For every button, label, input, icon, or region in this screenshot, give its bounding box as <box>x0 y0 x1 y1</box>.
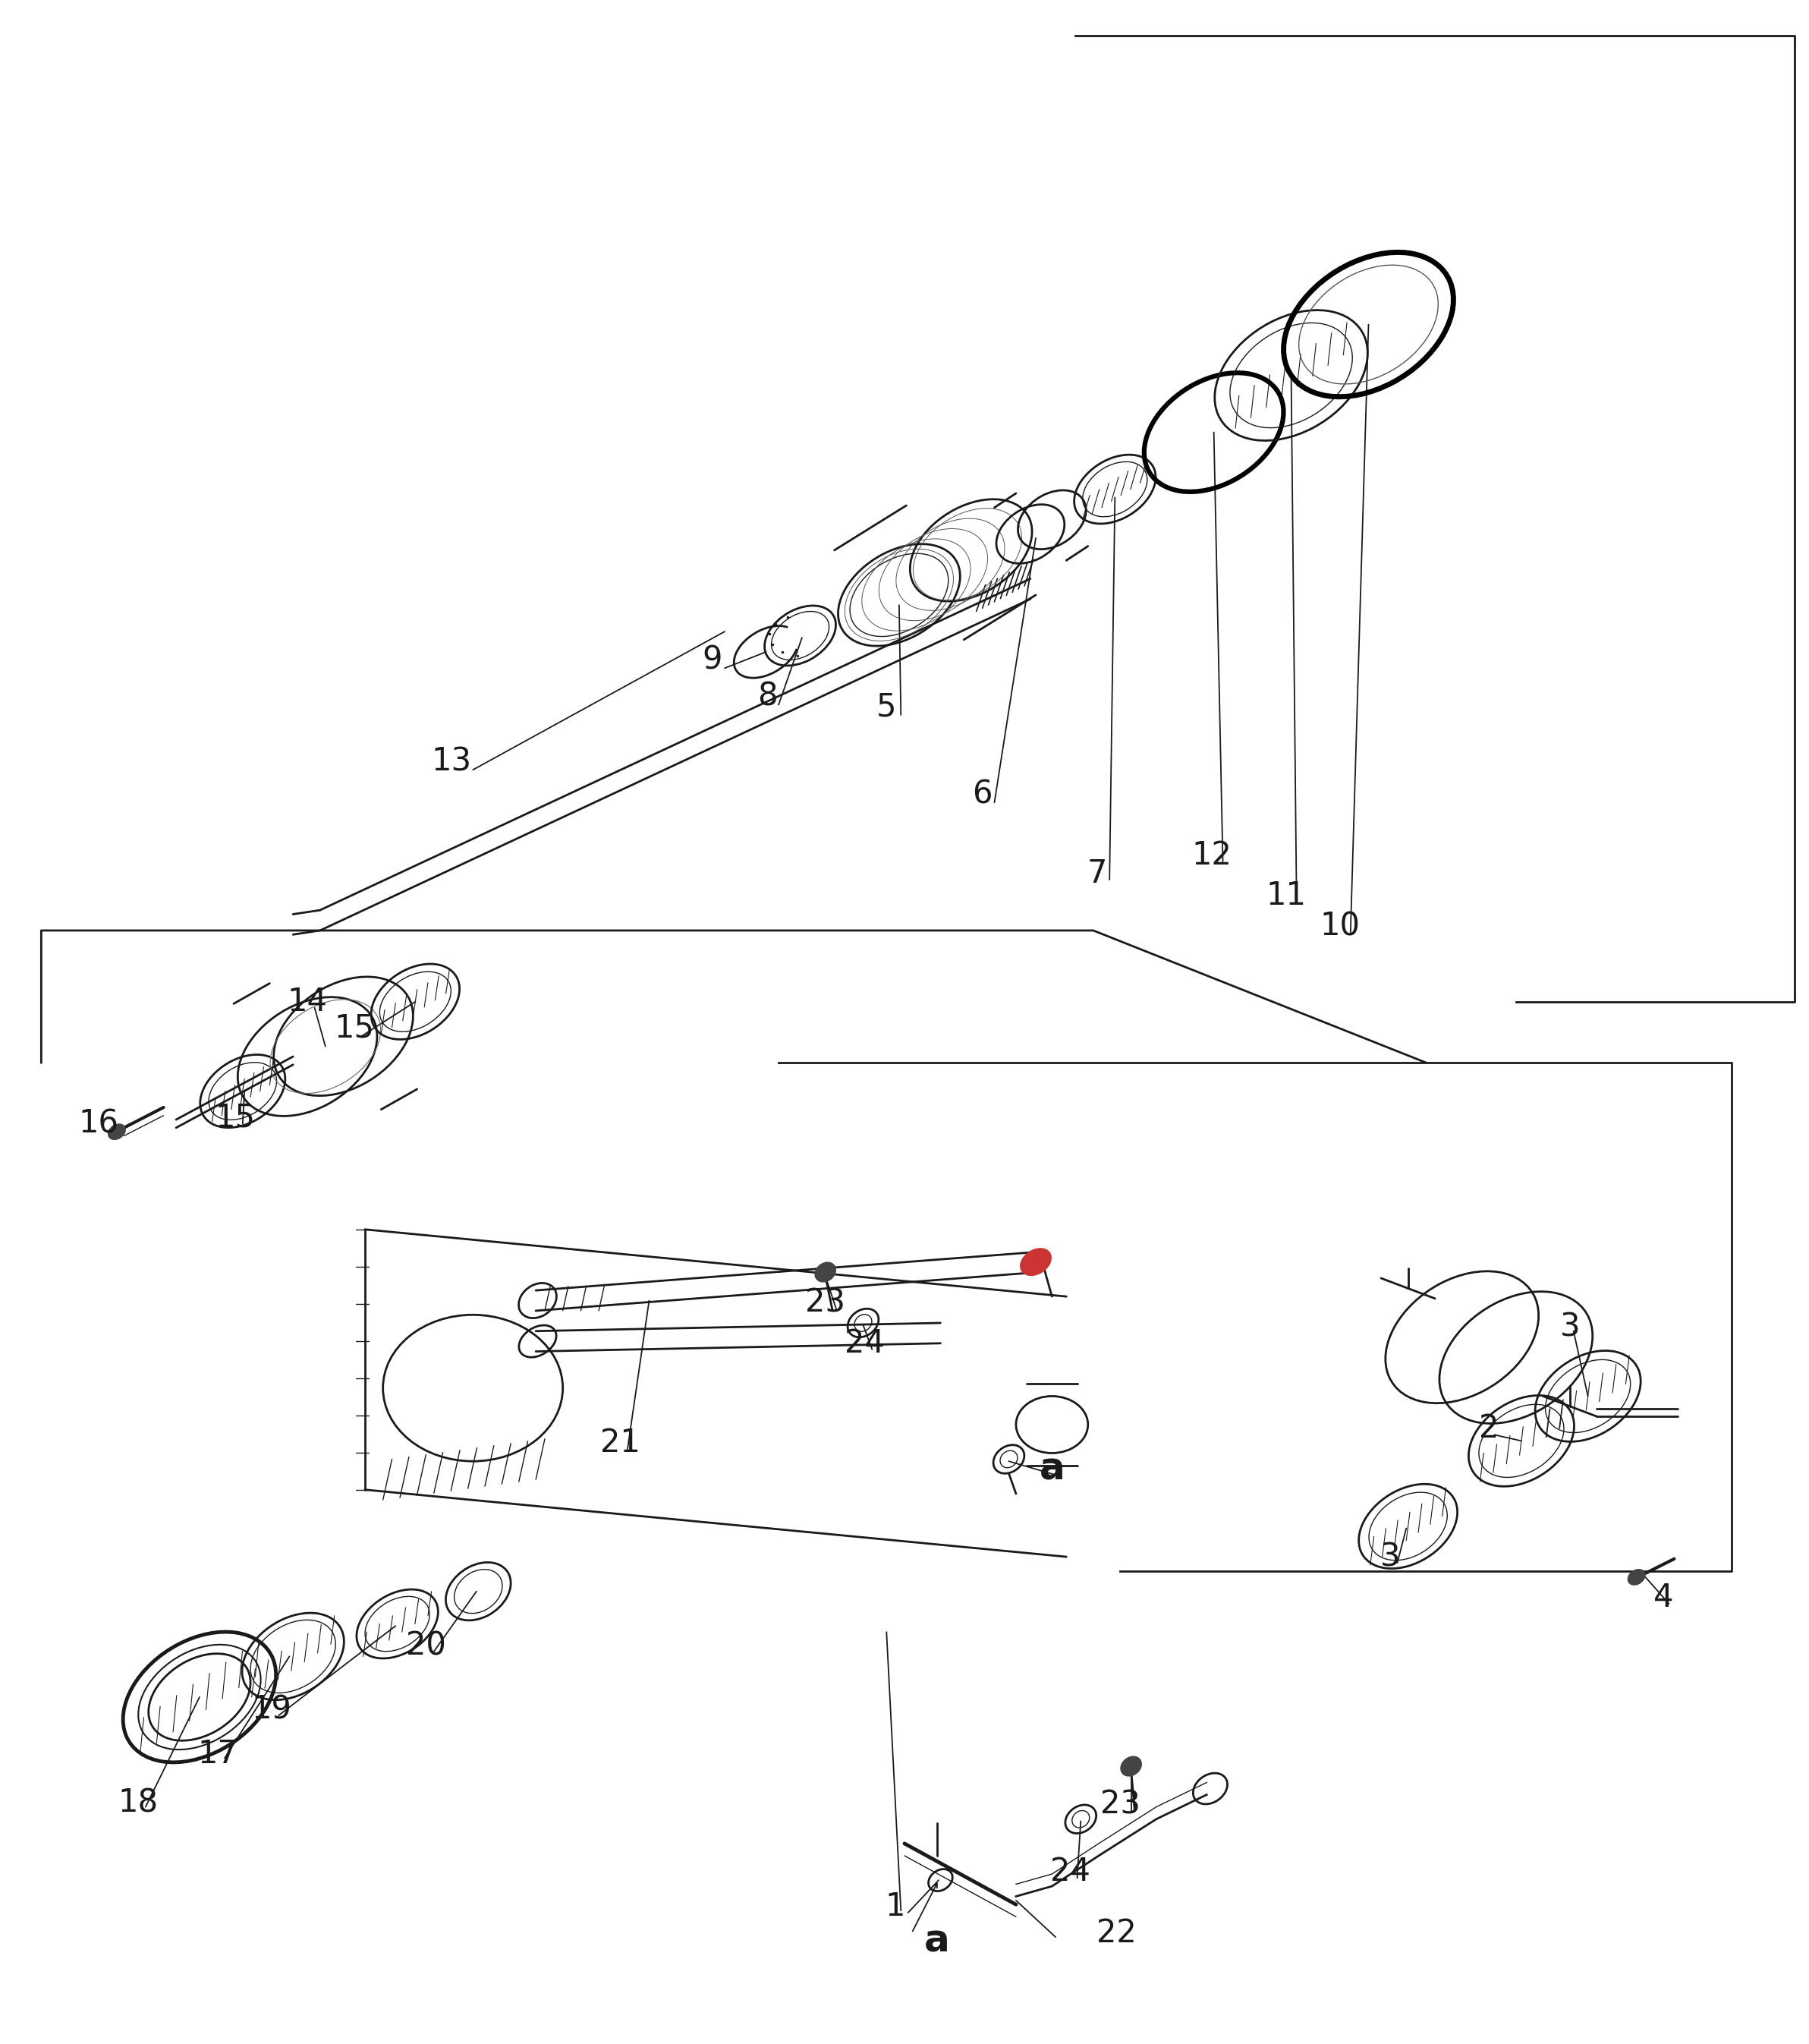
Text: 6: 6 <box>971 779 991 809</box>
Text: a: a <box>924 1923 950 1960</box>
Ellipse shape <box>1628 1570 1644 1584</box>
Text: 2: 2 <box>1480 1412 1500 1445</box>
Text: 14: 14 <box>288 985 327 1018</box>
Text: 20: 20 <box>405 1631 447 1662</box>
Text: 21: 21 <box>601 1427 640 1459</box>
Text: 3: 3 <box>1559 1310 1579 1343</box>
Text: 18: 18 <box>118 1786 159 1819</box>
Text: 7: 7 <box>1087 858 1107 889</box>
Text: 22: 22 <box>1096 1917 1136 1948</box>
Text: 16: 16 <box>78 1108 119 1141</box>
Text: 15: 15 <box>215 1102 255 1134</box>
Text: 3: 3 <box>1380 1541 1400 1572</box>
Text: 10: 10 <box>1319 910 1360 942</box>
Text: 23: 23 <box>1100 1788 1140 1821</box>
Text: 4: 4 <box>1653 1582 1673 1613</box>
Text: 12: 12 <box>1192 840 1232 871</box>
Text: 13: 13 <box>431 746 472 777</box>
Ellipse shape <box>1122 1756 1141 1776</box>
Ellipse shape <box>109 1124 125 1141</box>
Ellipse shape <box>1020 1249 1051 1275</box>
Text: 15: 15 <box>335 1012 374 1044</box>
Text: 17: 17 <box>197 1737 237 1770</box>
Text: 24: 24 <box>845 1327 885 1359</box>
Text: 8: 8 <box>758 681 778 713</box>
Text: a: a <box>1038 1451 1066 1488</box>
Ellipse shape <box>816 1263 836 1282</box>
Text: 1: 1 <box>885 1891 906 1923</box>
Text: 24: 24 <box>1049 1856 1091 1889</box>
Text: 11: 11 <box>1266 881 1306 912</box>
Text: 23: 23 <box>805 1286 845 1318</box>
Text: 9: 9 <box>702 644 722 677</box>
Text: 5: 5 <box>877 691 897 724</box>
Text: 19: 19 <box>251 1692 291 1725</box>
